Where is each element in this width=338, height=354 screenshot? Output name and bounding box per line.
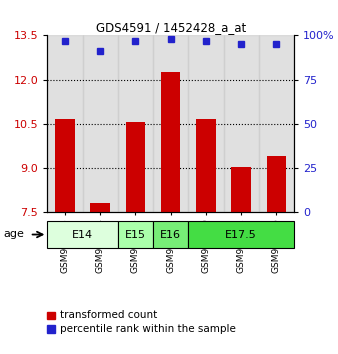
Bar xyxy=(126,122,145,212)
Bar xyxy=(47,35,82,212)
Bar xyxy=(188,221,294,248)
Title: GDS4591 / 1452428_a_at: GDS4591 / 1452428_a_at xyxy=(96,21,246,34)
Bar xyxy=(259,35,294,212)
Bar xyxy=(232,167,251,212)
Text: percentile rank within the sample: percentile rank within the sample xyxy=(60,324,236,334)
Text: transformed count: transformed count xyxy=(60,310,157,320)
Text: E17.5: E17.5 xyxy=(225,229,257,240)
Bar xyxy=(153,35,188,212)
Bar xyxy=(196,119,216,212)
Bar xyxy=(118,221,153,248)
Text: E15: E15 xyxy=(125,229,146,240)
Text: E16: E16 xyxy=(160,229,181,240)
Bar xyxy=(82,35,118,212)
Bar xyxy=(223,35,259,212)
Bar xyxy=(188,35,223,212)
Bar xyxy=(161,72,180,212)
Text: E14: E14 xyxy=(72,229,93,240)
Bar xyxy=(91,203,110,212)
Bar xyxy=(47,221,118,248)
Bar xyxy=(55,119,75,212)
Text: age: age xyxy=(3,229,24,239)
Bar xyxy=(153,221,188,248)
Bar xyxy=(267,156,286,212)
Bar xyxy=(118,35,153,212)
